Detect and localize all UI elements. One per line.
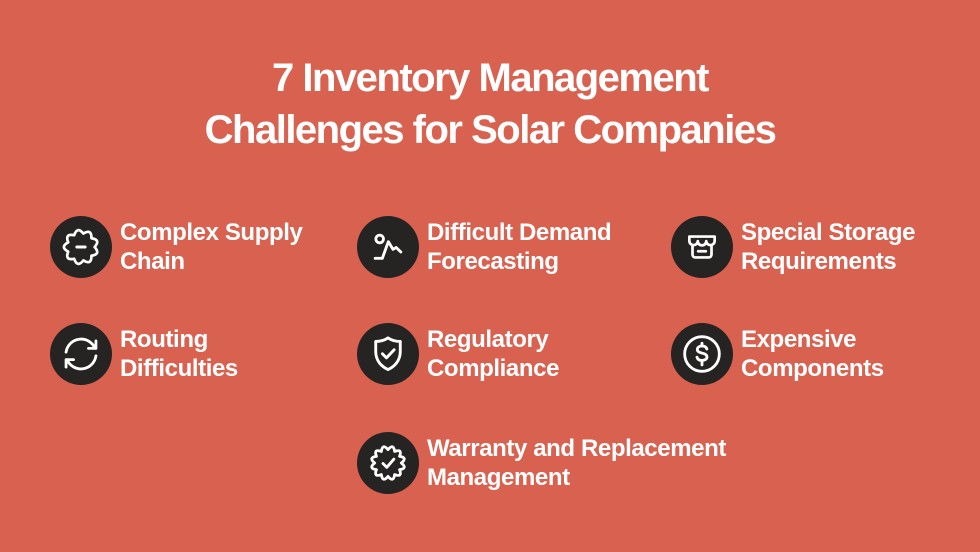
challenge-item-routing-difficulties: Routing Difficulties [50, 323, 238, 385]
sync-arrows-icon [50, 323, 112, 385]
page-title-line2: Challenges for Solar Companies [204, 108, 777, 152]
challenge-item-expensive-components: Expensive Components [671, 323, 884, 385]
challenge-label: Difficult Demand Forecasting [427, 219, 612, 275]
challenge-item-difficult-demand-forecasting: Difficult Demand Forecasting [357, 216, 612, 278]
challenge-item-regulatory-compliance: Regulatory Compliance [357, 323, 559, 385]
challenge-item-special-storage-requirements: Special Storage Requirements [671, 216, 915, 278]
challenge-item-warranty-replacement-management: Warranty and Replacement Management [357, 432, 726, 494]
page-title: 7 Inventory Management Challenges for Sol… [0, 52, 980, 156]
challenge-label: Routing Difficulties [120, 326, 238, 382]
challenge-label: Special Storage Requirements [741, 219, 916, 275]
gear-minus-icon [50, 216, 112, 278]
page-title-line1: 7 Inventory Management [271, 56, 710, 100]
badge-check-icon [357, 432, 419, 494]
trend-line-icon [357, 216, 419, 278]
challenge-label: Regulatory Compliance [427, 326, 560, 382]
dollar-circle-icon [671, 323, 733, 385]
challenge-item-complex-supply-chain: Complex Supply Chain [50, 216, 303, 278]
challenge-label: Complex Supply Chain [120, 219, 303, 275]
storefront-icon [671, 216, 733, 278]
shield-check-icon [357, 323, 419, 385]
challenge-label: Expensive Components [741, 326, 884, 382]
challenge-label: Warranty and Replacement Management [427, 435, 726, 491]
